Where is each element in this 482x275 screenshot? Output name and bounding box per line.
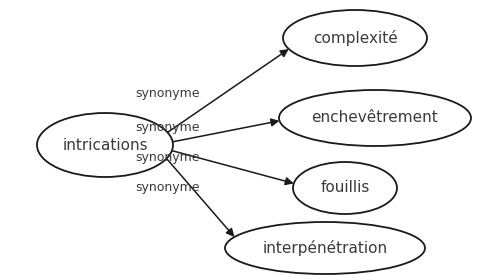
- Ellipse shape: [283, 10, 427, 66]
- Text: synonyme: synonyme: [135, 87, 200, 100]
- Text: intrications: intrications: [62, 138, 148, 153]
- Text: synonyme: synonyme: [135, 122, 200, 134]
- Text: synonyme: synonyme: [135, 182, 200, 194]
- Text: synonyme: synonyme: [135, 152, 200, 164]
- Text: enchevêtrement: enchevêtrement: [312, 111, 438, 125]
- Ellipse shape: [37, 113, 173, 177]
- Ellipse shape: [279, 90, 471, 146]
- Text: complexité: complexité: [313, 30, 397, 46]
- Ellipse shape: [293, 162, 397, 214]
- Ellipse shape: [225, 222, 425, 274]
- Text: interpénétration: interpénétration: [262, 240, 388, 256]
- Text: fouillis: fouillis: [321, 180, 370, 196]
